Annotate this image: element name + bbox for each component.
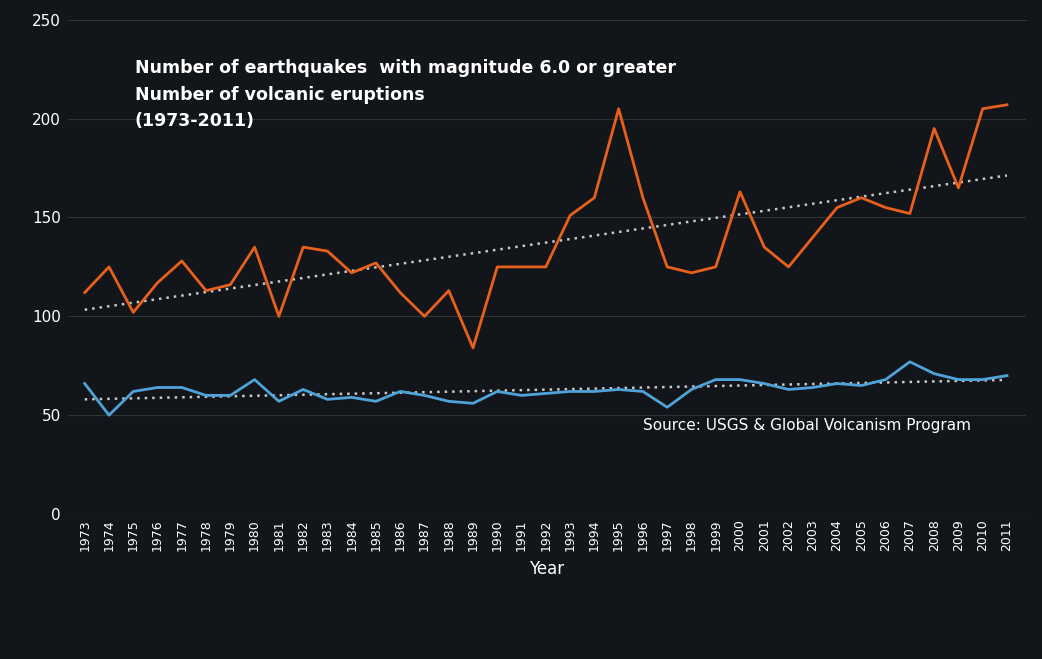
Text: Source: USGS & Global Volcanism Program: Source: USGS & Global Volcanism Program (643, 418, 971, 432)
X-axis label: Year: Year (529, 559, 565, 578)
Text: Number of earthquakes  with magnitude 6.0 or greater
Number of volcanic eruption: Number of earthquakes with magnitude 6.0… (134, 59, 676, 130)
